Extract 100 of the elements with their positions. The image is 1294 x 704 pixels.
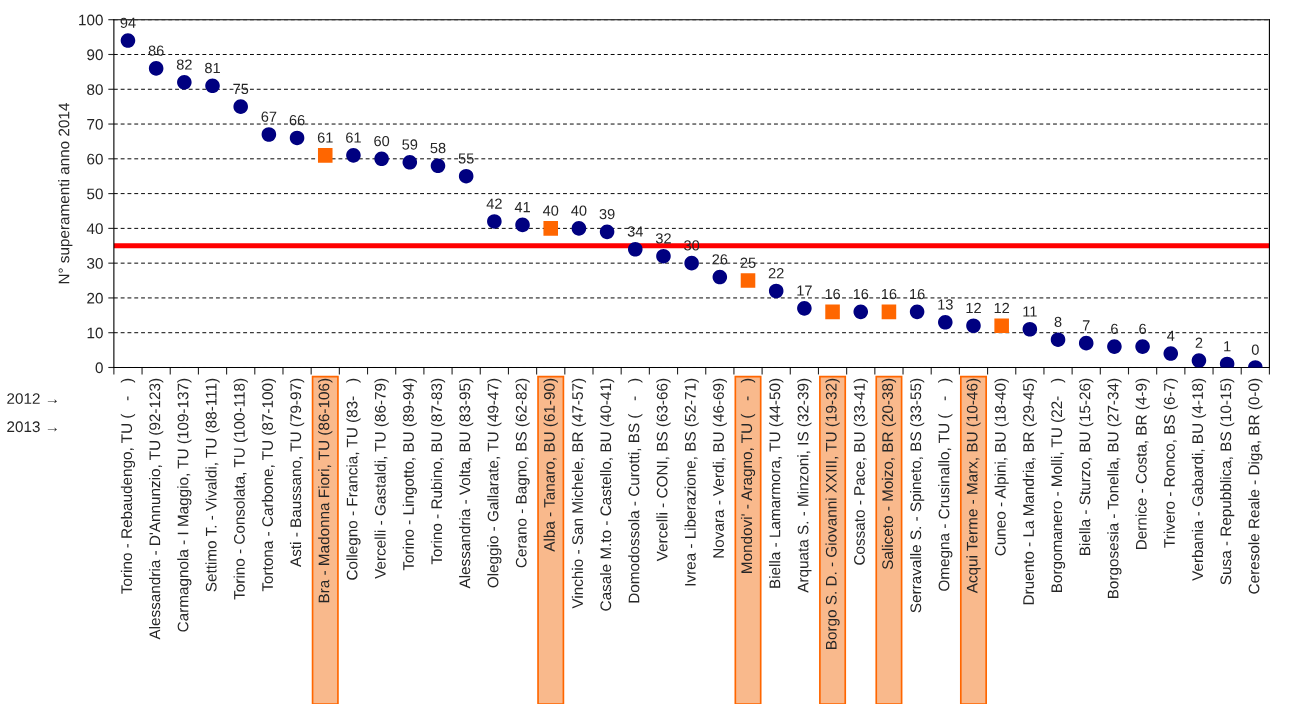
y-axis-title: N° superamenti anno 2014 bbox=[58, 103, 73, 284]
x-tick-label: Borgosesia - Tonella, BU (27-34) bbox=[1107, 378, 1122, 599]
y-tick-label: 0 bbox=[95, 362, 103, 374]
point bbox=[656, 248, 671, 264]
x-tick-label: Serravalle S. - Spineto, BS (33-55) bbox=[909, 378, 925, 613]
data-label: 16 bbox=[825, 288, 841, 300]
data-label: 94 bbox=[120, 17, 136, 28]
point bbox=[402, 155, 418, 170]
data-label: 58 bbox=[430, 142, 446, 154]
x-tick-label: Mondovi' - Aragno, TU ( - ) bbox=[740, 378, 756, 573]
x-tick-label: Torino - Rubino, BU (87-83) bbox=[430, 378, 446, 565]
y-tick-label: 30 bbox=[87, 258, 103, 269]
x-tick-label: Susa - Repubblica, BS (10-15) bbox=[1220, 378, 1235, 585]
point bbox=[1050, 332, 1066, 347]
point bbox=[571, 221, 587, 236]
data-label: 41 bbox=[514, 202, 530, 213]
point bbox=[430, 158, 446, 174]
x-tick-label: Alessandria - Volta, BU (83-95) bbox=[459, 378, 474, 589]
data-label: 55 bbox=[458, 153, 474, 164]
data-label: 16 bbox=[881, 288, 897, 300]
y-tick-label: 100 bbox=[79, 14, 103, 26]
data-label: 40 bbox=[542, 205, 559, 216]
y-tick-label: 80 bbox=[87, 84, 103, 95]
point bbox=[627, 241, 643, 257]
point bbox=[148, 61, 164, 76]
data-label: 82 bbox=[176, 59, 192, 70]
point bbox=[205, 78, 220, 94]
point bbox=[684, 255, 699, 271]
x-tick-label: Arquata S. - Minzoni, IS (32-39) bbox=[797, 378, 812, 593]
data-label: 86 bbox=[148, 45, 164, 56]
x-tick-label: Casale M.to - Castello, BU (40-41) bbox=[599, 378, 615, 611]
point bbox=[1078, 335, 1094, 351]
data-label: 0 bbox=[1251, 344, 1259, 355]
x-tick-label: Oleggio - Gallarate, TU (49-47) bbox=[487, 378, 502, 588]
x-tick-label: Carmagnola - I Maggio, TU (109-137) bbox=[177, 378, 192, 632]
y-tick-label: 40 bbox=[86, 223, 103, 235]
data-label: 1 bbox=[1224, 341, 1231, 352]
point bbox=[374, 151, 389, 167]
data-label: 6 bbox=[1111, 323, 1118, 335]
x-tick-label: Cossato - Pace, BU (33-41) bbox=[853, 378, 868, 565]
x-tick-label: Saliceto - Moizo, BR (20-38) bbox=[881, 378, 897, 570]
data-label: 2 bbox=[1195, 337, 1203, 348]
x-tick-label: Torino - Rebaudengo, TU ( - ) bbox=[120, 378, 136, 594]
point bbox=[881, 304, 897, 320]
point bbox=[909, 304, 925, 320]
y-tick-label: 10 bbox=[87, 327, 103, 339]
data-label: 25 bbox=[740, 257, 756, 268]
point bbox=[1107, 339, 1122, 354]
data-label: 7 bbox=[1082, 320, 1090, 331]
x-tick-label: Settimo T. - Vivaldi, TU (88-111) bbox=[205, 378, 220, 592]
data-label: 40 bbox=[571, 205, 587, 216]
y-tick-label: 90 bbox=[87, 49, 103, 61]
data-label: 13 bbox=[938, 299, 953, 310]
x-tick-label: Biella - Sturzo, BU (15-26) bbox=[1079, 378, 1094, 555]
data-label: 11 bbox=[1023, 306, 1037, 317]
y-tick-label: 50 bbox=[87, 188, 103, 200]
point bbox=[289, 130, 305, 146]
data-label: 4 bbox=[1167, 330, 1175, 341]
x-tick-label: Acqui Terme - Marx, BU (10-46) bbox=[966, 378, 981, 594]
x-tick-label: Druento - La Mandria, BR (29-45) bbox=[1022, 378, 1037, 605]
point bbox=[1163, 346, 1179, 361]
point bbox=[966, 318, 981, 334]
x-tick-label: Ceresole Reale - Diga, BR (0-0) bbox=[1248, 378, 1263, 594]
y-tick-label: 60 bbox=[87, 153, 103, 165]
data-label: 12 bbox=[966, 302, 981, 314]
data-label: 61 bbox=[317, 132, 333, 143]
point bbox=[1191, 353, 1207, 368]
data-label: 12 bbox=[994, 302, 1010, 314]
point bbox=[487, 214, 502, 229]
y-tick-label: 70 bbox=[87, 118, 103, 130]
data-label: 61 bbox=[346, 132, 361, 143]
point bbox=[261, 127, 277, 142]
x-tick-label: Cerano - Bagno, BS (62-82) bbox=[515, 378, 530, 568]
x-tick-label: Vercelli - Gastaldi, TU (86-79) bbox=[374, 378, 389, 579]
x-tick-label: Collegno - Francia, TU (83- ) bbox=[346, 378, 361, 580]
point bbox=[994, 318, 1009, 334]
x-tick-label: Vinchio - San Michele, BR (47-57) bbox=[571, 378, 587, 609]
point bbox=[515, 217, 530, 233]
data-label: 81 bbox=[205, 62, 220, 74]
x-tick-label: Ivrea - Liberazione, BS (52-71) bbox=[684, 378, 699, 586]
data-label: 67 bbox=[261, 111, 277, 122]
point bbox=[458, 168, 474, 184]
text: 2012 → bbox=[7, 393, 57, 404]
data-label: 16 bbox=[853, 288, 869, 300]
data-label: 59 bbox=[402, 139, 418, 150]
point bbox=[177, 75, 192, 90]
point bbox=[599, 224, 615, 240]
x-tick-label: Torino - Consolata, TU (100-118) bbox=[233, 378, 248, 600]
point bbox=[740, 273, 756, 288]
data-label: 60 bbox=[374, 135, 390, 147]
point bbox=[797, 301, 812, 316]
point bbox=[1135, 339, 1150, 354]
x-tick-label: Vercelli - CONI, BS (63-66) bbox=[656, 378, 671, 562]
x-tick-label: Bra - Madonna Fiori, TU (86-106) bbox=[318, 378, 333, 603]
x-tick-label: Alba - Tanaro, BU (61-90) bbox=[543, 378, 558, 552]
data-label: 42 bbox=[486, 198, 502, 209]
point bbox=[317, 148, 333, 163]
data-label: 26 bbox=[712, 254, 728, 265]
data-label: 17 bbox=[797, 285, 812, 296]
x-tick-label: Borgo S. D. - Giovanni XXIII, TU (19-32) bbox=[825, 378, 840, 649]
